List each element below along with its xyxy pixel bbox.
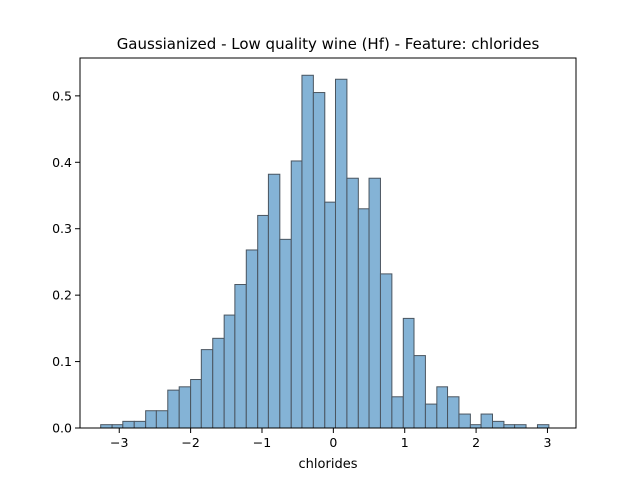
histogram-bar bbox=[357, 208, 370, 429]
x-tick-label: −3 bbox=[110, 435, 128, 450]
x-tick-label: 2 bbox=[472, 435, 480, 450]
y-tick-label: 0.1 bbox=[52, 354, 72, 369]
y-tick-label: 0.0 bbox=[52, 421, 72, 436]
x-axis-label: chlorides bbox=[299, 457, 358, 472]
y-tick-label: 0.5 bbox=[52, 88, 72, 103]
histogram-bar bbox=[145, 410, 157, 429]
histogram-bar bbox=[447, 396, 460, 429]
x-tick-label: −1 bbox=[253, 435, 271, 450]
histogram-bar bbox=[379, 273, 393, 429]
histogram-bar bbox=[122, 420, 135, 429]
x-axis-ticks: −3 −2 −1 0 1 2 3 bbox=[110, 428, 551, 450]
histogram-bar bbox=[492, 420, 505, 429]
histogram-bar bbox=[167, 389, 180, 429]
y-tick-label: 0.3 bbox=[52, 221, 72, 236]
y-axis-ticks: 0.0 0.1 0.2 0.3 0.4 0.5 bbox=[52, 88, 80, 436]
x-tick-label: 0 bbox=[329, 435, 337, 450]
x-tick-label: 1 bbox=[401, 435, 409, 450]
y-tick-label: 0.2 bbox=[52, 288, 72, 303]
histogram-bar bbox=[346, 177, 359, 429]
histogram-bar bbox=[155, 410, 169, 429]
histogram-bar bbox=[391, 396, 404, 429]
histogram-bar bbox=[402, 317, 415, 429]
histogram-bar bbox=[312, 92, 326, 429]
histogram-bar bbox=[200, 349, 214, 429]
histogram-bar bbox=[334, 78, 348, 429]
histogram-bar bbox=[257, 214, 269, 429]
y-tick-label: 0.4 bbox=[52, 155, 72, 170]
histogram-bar bbox=[212, 337, 225, 429]
bars-group bbox=[100, 74, 550, 429]
x-tick-label: −2 bbox=[181, 435, 199, 450]
histogram-bar bbox=[234, 284, 247, 429]
histogram-bar bbox=[301, 74, 314, 429]
histogram-bar bbox=[424, 403, 438, 429]
plot-frame bbox=[79, 57, 577, 429]
histogram-bar bbox=[190, 379, 202, 429]
histogram-bar bbox=[413, 355, 426, 429]
histogram-bar bbox=[436, 386, 449, 429]
histogram-bar bbox=[480, 413, 494, 429]
histogram-bar bbox=[133, 420, 147, 429]
histogram-bar bbox=[324, 201, 336, 429]
histogram-bar bbox=[178, 386, 192, 429]
histogram-bar bbox=[223, 314, 236, 429]
histogram-bar bbox=[290, 160, 303, 429]
histogram-bar bbox=[368, 177, 381, 429]
histogram-bar bbox=[267, 173, 281, 429]
histogram-bar bbox=[245, 249, 259, 429]
histogram-bar bbox=[279, 238, 292, 429]
x-tick-label: 3 bbox=[543, 435, 551, 450]
chart-title: Gaussianized - Low quality wine (Hf) - F… bbox=[117, 35, 540, 53]
histogram-bar bbox=[458, 413, 471, 429]
